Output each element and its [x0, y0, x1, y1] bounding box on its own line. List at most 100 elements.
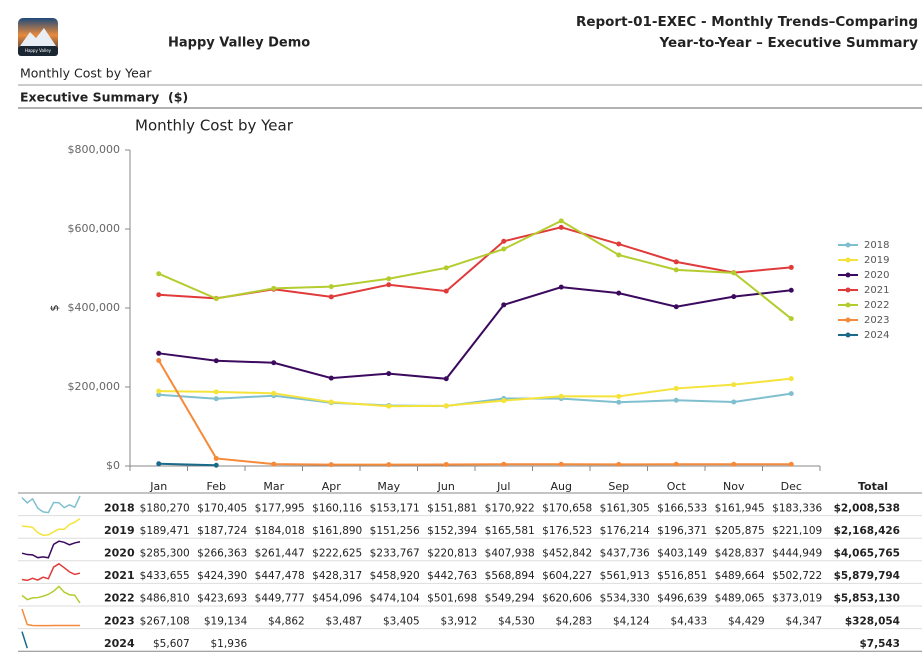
table-cell: $261,447	[255, 548, 305, 560]
y-tick-label: $0	[106, 459, 120, 472]
data-point	[443, 403, 449, 409]
row-total: $5,853,130	[834, 593, 900, 605]
legend-swatch	[845, 317, 851, 323]
table-cell: $373,019	[772, 593, 822, 605]
table-cell: $433,655	[140, 570, 190, 582]
section-label: Monthly Cost by Year	[20, 66, 152, 81]
legend-label: 2020	[864, 270, 889, 281]
row-total: $7,543	[859, 638, 900, 650]
table-cell: $180,270	[140, 502, 190, 514]
data-point	[213, 396, 219, 402]
table-cell: $233,767	[370, 548, 420, 560]
legend-swatch	[845, 287, 851, 293]
x-tick-label: Oct	[667, 480, 687, 493]
data-point	[443, 288, 449, 294]
data-point	[673, 397, 679, 403]
row-total: $2,008,538	[834, 502, 900, 514]
logo-text: Happy Valley	[25, 48, 52, 53]
table-cell: $220,813	[427, 548, 477, 560]
table-cell: $561,913	[600, 570, 650, 582]
data-point	[328, 462, 334, 468]
table-cell: $196,371	[657, 525, 707, 537]
data-point	[501, 238, 507, 244]
data-point	[731, 270, 737, 276]
data-point	[156, 350, 162, 356]
table-cell: $447,478	[255, 570, 305, 582]
data-point	[673, 385, 679, 391]
table-cell: $620,606	[542, 593, 592, 605]
table-cell: $444,949	[772, 548, 822, 560]
data-point	[558, 218, 564, 224]
data-point	[501, 302, 507, 308]
data-point	[501, 246, 507, 252]
table-cell: $403,149	[657, 548, 707, 560]
table-cell: $221,109	[772, 525, 822, 537]
data-point	[673, 259, 679, 265]
x-tick-label: May	[377, 480, 400, 493]
data-point	[501, 461, 507, 467]
data-point	[386, 276, 392, 282]
table-cell: $501,698	[427, 593, 477, 605]
x-tick-label: Jan	[149, 480, 167, 493]
table-cell: $170,405	[197, 502, 247, 514]
table-cell: $437,736	[600, 548, 650, 560]
table-cell: $187,724	[197, 525, 247, 537]
series-line	[158, 377, 792, 408]
data-point	[213, 455, 219, 461]
table-cell: $5,607	[153, 638, 190, 650]
table-cell: $151,881	[427, 502, 477, 514]
data-point	[788, 391, 794, 397]
legend-swatch	[845, 332, 851, 338]
legend-label: 2024	[864, 330, 889, 341]
data-point	[558, 224, 564, 230]
table-cell: $285,300	[140, 548, 190, 560]
data-point	[156, 271, 162, 277]
x-tick-label: Sep	[608, 480, 629, 493]
data-point	[386, 282, 392, 288]
data-point	[213, 296, 219, 302]
table-cell: $4,530	[498, 615, 535, 627]
table-cell: $4,283	[556, 615, 593, 627]
x-tick-label: Nov	[723, 480, 745, 493]
data-point	[788, 461, 794, 467]
data-point	[731, 461, 737, 467]
data-point	[271, 461, 277, 467]
table-cell: $428,837	[715, 548, 765, 560]
series-line	[158, 219, 792, 320]
data-point	[673, 304, 679, 310]
table-cell: $424,390	[197, 570, 247, 582]
table-cell: $452,842	[542, 548, 592, 560]
org-name: Happy Valley Demo	[168, 36, 310, 51]
data-point	[558, 393, 564, 399]
data-point	[731, 382, 737, 388]
sparkline	[21, 562, 81, 582]
total-header: Total	[858, 480, 888, 493]
table-cell: $189,471	[140, 525, 190, 537]
table-cell: $489,664	[715, 570, 765, 582]
data-point	[271, 390, 277, 396]
table-cell: $486,810	[140, 593, 190, 605]
legend-swatch	[845, 257, 851, 263]
x-tick-label: Apr	[322, 480, 342, 493]
data-point	[788, 316, 794, 322]
table-cell: $568,894	[485, 570, 535, 582]
data-point	[386, 403, 392, 409]
x-tick-label: Dec	[781, 480, 802, 493]
data-point	[673, 267, 679, 273]
table-cell: $160,116	[312, 502, 362, 514]
table-cell: $205,875	[715, 525, 765, 537]
data-point	[386, 462, 392, 468]
row-total: $2,168,426	[834, 525, 900, 537]
sparkline	[21, 631, 28, 649]
table-cell: $166,533	[657, 502, 707, 514]
data-point	[731, 294, 737, 300]
sparkline	[21, 540, 81, 559]
y-tick-label: $800,000	[68, 143, 121, 156]
data-point	[156, 292, 162, 298]
data-point	[213, 389, 219, 395]
row-year: 2023	[104, 614, 135, 627]
table-cell: $222,625	[312, 548, 362, 560]
data-point	[156, 392, 162, 398]
data-point	[328, 399, 334, 405]
legend-label: 2019	[864, 255, 889, 266]
